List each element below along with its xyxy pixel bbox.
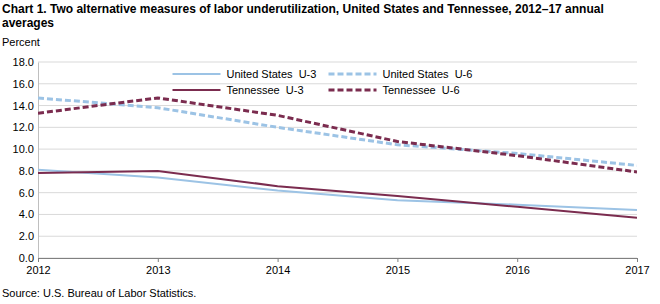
legend-item: Tennessee U-3 <box>173 84 304 96</box>
y-tick-label: 2.0 <box>19 230 34 242</box>
x-tick-label: 2017 <box>625 264 649 276</box>
source-note: Source: U.S. Bureau of Labor Statistics. <box>2 287 196 299</box>
grid-line <box>38 258 637 259</box>
x-tick: 2013 <box>146 258 170 276</box>
x-tick: 2015 <box>386 258 410 276</box>
grid-line <box>38 83 637 84</box>
y-tick-label: 12.0 <box>13 121 34 133</box>
y-tick: 18.0 <box>13 56 38 68</box>
x-tick-label: 2012 <box>26 264 50 276</box>
y-tick: 16.0 <box>13 78 38 90</box>
legend-label: Tennessee U-3 <box>227 84 304 96</box>
y-tick-label: 16.0 <box>13 78 34 90</box>
grid-line <box>38 192 637 193</box>
legend-swatch <box>329 89 377 92</box>
y-tick-label: 0.0 <box>19 252 34 264</box>
grid-line <box>38 149 637 150</box>
chart-svg: Chart 1. Two alternative measures of lab… <box>0 0 660 304</box>
y-tick: 2.0 <box>19 230 38 242</box>
legend-label: Tennessee U-6 <box>383 84 460 96</box>
legend-label: United States U-6 <box>383 68 473 80</box>
y-axis-line <box>38 63 39 259</box>
grid-line <box>38 214 637 215</box>
x-tick-mark <box>397 258 398 262</box>
y-tick-label: 8.0 <box>19 165 34 177</box>
y-tick: 10.0 <box>13 143 38 155</box>
y-tick-label: 6.0 <box>19 187 34 199</box>
x-tick: 2017 <box>625 258 649 276</box>
y-tick-label: 10.0 <box>13 143 34 155</box>
chart-title: Chart 1. Two alternative measures of lab… <box>2 2 604 30</box>
x-tick-label: 2013 <box>146 264 170 276</box>
legend-swatch <box>173 73 221 75</box>
y-tick-label: 14.0 <box>13 100 34 112</box>
x-tick: 2016 <box>505 258 529 276</box>
legend-swatch <box>329 73 377 76</box>
legend-item: United States U-6 <box>329 68 473 80</box>
lines <box>38 98 637 218</box>
x-tick-label: 2016 <box>505 264 529 276</box>
x-axis: 2012 2013 2014 2015 2016 2017 <box>26 258 649 276</box>
chart-container: Chart 1. Two alternative measures of lab… <box>0 0 660 304</box>
x-tick-label: 2014 <box>266 264 290 276</box>
y-axis-title: Percent <box>2 36 40 48</box>
y-tick-label: 18.0 <box>13 56 34 68</box>
x-tick: 2012 <box>26 258 50 276</box>
series-line <box>38 98 637 172</box>
series-line <box>38 170 637 210</box>
legend-label: United States U-3 <box>227 68 317 80</box>
legend-item: United States U-3 <box>173 68 317 80</box>
x-tick-mark <box>278 258 279 262</box>
x-tick-mark <box>38 258 39 262</box>
x-tick-mark <box>517 258 518 262</box>
x-tick: 2014 <box>266 258 290 276</box>
grid <box>38 62 637 258</box>
y-tick: 8.0 <box>19 165 38 177</box>
y-tick: 0.0 <box>19 252 38 264</box>
y-tick-label: 4.0 <box>19 208 34 220</box>
legend: United States U-3 United States U-6 Tennes… <box>173 68 473 96</box>
grid-line <box>38 236 637 237</box>
x-tick-mark <box>637 258 638 262</box>
series-line <box>38 98 637 166</box>
grid-line <box>38 62 637 63</box>
y-tick: 4.0 <box>19 208 38 220</box>
x-axis-line <box>39 258 638 259</box>
y-tick: 12.0 <box>13 121 38 133</box>
legend-swatch <box>173 89 221 91</box>
x-tick-label: 2015 <box>386 264 410 276</box>
y-tick: 6.0 <box>19 187 38 199</box>
series-line <box>38 171 637 218</box>
legend-item: Tennessee U-6 <box>329 84 460 96</box>
y-tick: 14.0 <box>13 100 38 112</box>
y-axis: 0.0 2.0 4.0 6.0 8.0 10.0 12.0 14.0 16.0 18.0 <box>13 56 39 264</box>
x-tick-mark <box>158 258 159 262</box>
